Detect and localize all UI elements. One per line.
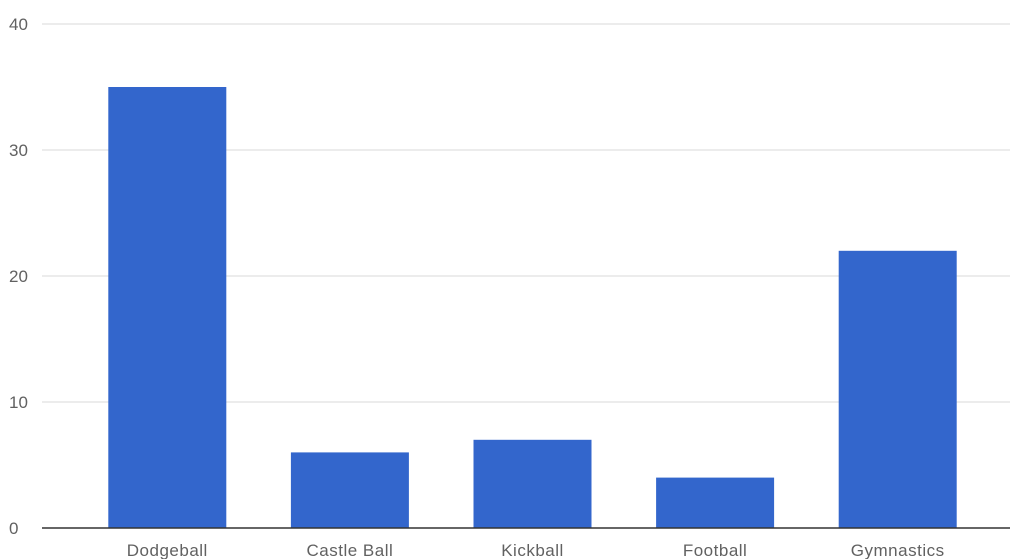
bar-kickball bbox=[473, 439, 592, 528]
bar-dodgeball bbox=[108, 87, 227, 528]
bar-castle-ball bbox=[290, 452, 409, 528]
y-tick-label: 10 bbox=[9, 393, 28, 412]
y-tick-label: 0 bbox=[9, 519, 18, 538]
x-category-label: Football bbox=[683, 541, 747, 559]
y-tick-label: 20 bbox=[9, 267, 28, 286]
x-category-label: Dodgeball bbox=[127, 541, 208, 559]
x-category-label: Gymnastics bbox=[851, 541, 945, 559]
bar-football bbox=[656, 477, 775, 528]
bar-gymnastics bbox=[838, 250, 957, 529]
x-category-label: Kickball bbox=[501, 541, 564, 559]
y-axis-ticks: 0 10 20 30 40 bbox=[9, 15, 28, 538]
x-category-label: Castle Ball bbox=[307, 541, 394, 559]
y-tick-label: 30 bbox=[9, 141, 28, 160]
y-tick-label: 40 bbox=[9, 15, 28, 34]
bars bbox=[108, 87, 957, 529]
x-axis-labels: Dodgeball Castle Ball Kickball Football Gymn… bbox=[127, 541, 945, 559]
